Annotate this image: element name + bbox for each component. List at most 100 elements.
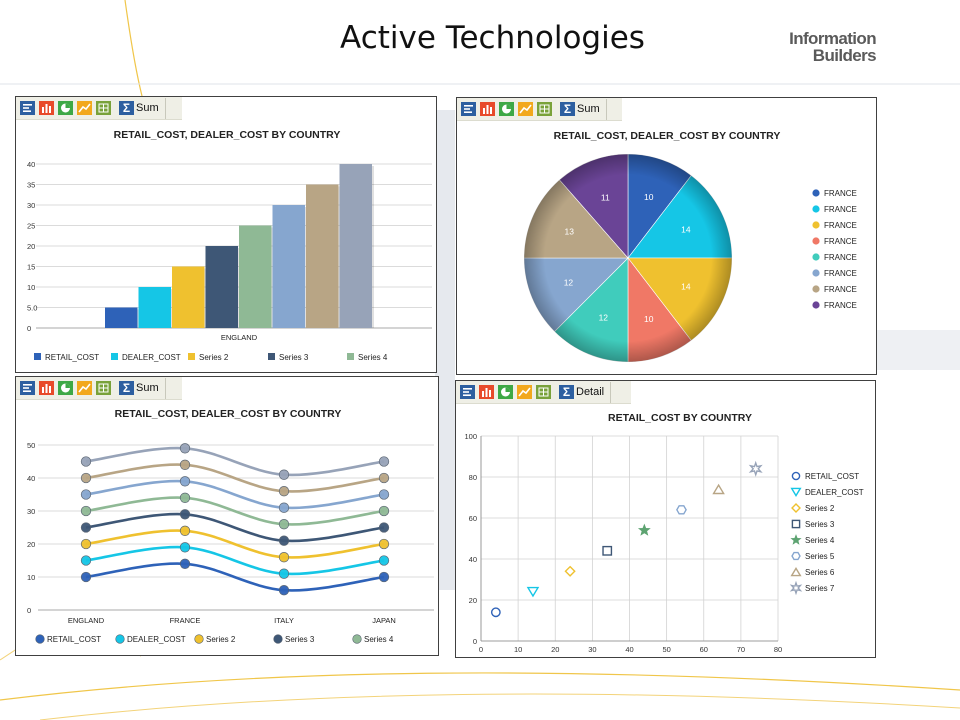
legend-label: FRANCE xyxy=(824,205,857,214)
data-point xyxy=(80,472,92,484)
legend-label: FRANCE xyxy=(824,301,857,310)
data-point xyxy=(179,492,191,503)
x-tick-label: 60 xyxy=(700,645,708,654)
data-point xyxy=(712,483,725,495)
aggregate-button[interactable]: Σ Sum xyxy=(560,102,600,116)
page-title: Active Technologies xyxy=(340,20,645,56)
line-chart: RETAIL_COST, DEALER_COST BY COUNTRY 0 10 20… xyxy=(27,408,434,644)
bar-chart-icon[interactable] xyxy=(480,102,495,116)
aggregate-label: Sum xyxy=(136,382,159,394)
report-icon[interactable] xyxy=(460,385,475,399)
line-chart-icon[interactable] xyxy=(517,385,532,399)
data-point xyxy=(378,522,390,533)
legend-label: Series 6 xyxy=(805,568,835,577)
legend-label: FRANCE xyxy=(824,269,857,278)
series-line xyxy=(85,545,385,576)
chart-toolbar: Σ Sum xyxy=(16,377,182,400)
sigma-icon: Σ xyxy=(560,102,575,116)
bar-chart-icon[interactable] xyxy=(479,385,494,399)
data-point xyxy=(179,509,191,520)
data-point xyxy=(278,519,290,530)
line-chart-icon[interactable] xyxy=(518,102,533,116)
legend-swatch xyxy=(812,237,820,245)
scatter-chart: RETAIL_COST BY COUNTRY 0 10 20 30 40 50 60 70 80 0… xyxy=(464,412,863,654)
y-tick-label: 30 xyxy=(27,201,35,210)
bar-chart-icon[interactable] xyxy=(39,101,54,115)
y-tick-label: 20 xyxy=(27,540,35,549)
legend-swatch xyxy=(791,503,801,513)
y-tick-label: 35 xyxy=(27,181,35,190)
pie-chart-icon[interactable] xyxy=(499,102,514,116)
data-point xyxy=(378,505,390,517)
legend-swatch xyxy=(790,534,802,545)
data-point xyxy=(278,469,290,480)
grid-icon[interactable] xyxy=(96,101,111,115)
aggregate-label: Detail xyxy=(576,386,605,398)
y-tick-label: 100 xyxy=(464,432,477,441)
aggregate-button[interactable]: Σ Detail xyxy=(559,385,604,399)
report-icon[interactable] xyxy=(20,101,35,115)
pie-chart-icon[interactable] xyxy=(58,101,73,115)
legend-label: Series 4 xyxy=(358,353,388,362)
data-point xyxy=(80,505,92,517)
y-tick-label: 5.0 xyxy=(27,304,37,313)
y-tick-label: 10 xyxy=(27,283,35,292)
sigma-icon: Σ xyxy=(119,101,134,115)
grid-icon[interactable] xyxy=(537,102,552,116)
legend-label: Series 5 xyxy=(805,552,835,561)
legend-label: FRANCE xyxy=(824,285,857,294)
bar-chart-panel: Σ Sum RETAIL_COST, DEALER_COST BY COUNTRY… xyxy=(15,96,437,373)
grid-icon[interactable] xyxy=(96,381,111,395)
legend-swatch xyxy=(791,519,801,529)
legend-label: Series 4 xyxy=(364,635,394,644)
legend-label: Series 3 xyxy=(279,353,309,362)
line-chart-icon[interactable] xyxy=(77,101,92,115)
legend-swatch xyxy=(352,634,362,644)
y-tick-label: 25 xyxy=(27,222,35,231)
bar xyxy=(306,184,339,328)
y-tick-label: 80 xyxy=(469,473,477,482)
data-point xyxy=(80,522,92,533)
chart-title: RETAIL_COST, DEALER_COST BY COUNTRY xyxy=(554,130,781,142)
aggregate-button[interactable]: Σ Sum xyxy=(119,381,159,395)
bar xyxy=(239,225,272,328)
x-tick-label: ENGLAND xyxy=(68,616,105,625)
series-line xyxy=(85,446,385,477)
data-point xyxy=(278,535,290,546)
pie-chart-icon[interactable] xyxy=(58,381,73,395)
legend-swatch xyxy=(812,285,820,293)
legend-swatch xyxy=(115,634,125,644)
pie-chart-icon[interactable] xyxy=(498,385,513,399)
data-point xyxy=(564,565,576,577)
chart-toolbar: Σ Sum xyxy=(16,97,182,120)
toolbar-separator xyxy=(605,98,607,120)
data-point xyxy=(179,558,191,569)
x-tick-label: 80 xyxy=(774,645,782,654)
bar xyxy=(205,246,238,328)
report-icon[interactable] xyxy=(20,381,35,395)
data-point xyxy=(80,456,92,467)
bar xyxy=(138,287,171,328)
grid-icon[interactable] xyxy=(536,385,551,399)
bar xyxy=(172,266,205,328)
chart-title: RETAIL_COST, DEALER_COST BY COUNTRY xyxy=(114,129,341,141)
data-point xyxy=(676,505,687,515)
data-point xyxy=(378,489,390,500)
legend-swatch xyxy=(812,301,820,309)
legend-label: FRANCE xyxy=(824,253,857,262)
y-tick-label: 40 xyxy=(27,474,35,483)
chart-toolbar: Σ Detail xyxy=(456,381,631,404)
legend-label: FRANCE xyxy=(824,189,857,198)
toolbar-separator xyxy=(610,381,612,403)
y-tick-label: 15 xyxy=(27,263,35,272)
legend-swatch xyxy=(34,353,41,360)
data-point xyxy=(278,568,290,579)
y-tick-label: 40 xyxy=(27,160,35,169)
aggregate-button[interactable]: Σ Sum xyxy=(119,101,159,115)
data-point xyxy=(80,571,92,583)
pie-shading xyxy=(524,154,732,362)
toolbar-separator xyxy=(164,97,166,119)
bar-chart-icon[interactable] xyxy=(39,381,54,395)
report-icon[interactable] xyxy=(461,102,476,116)
line-chart-icon[interactable] xyxy=(77,381,92,395)
